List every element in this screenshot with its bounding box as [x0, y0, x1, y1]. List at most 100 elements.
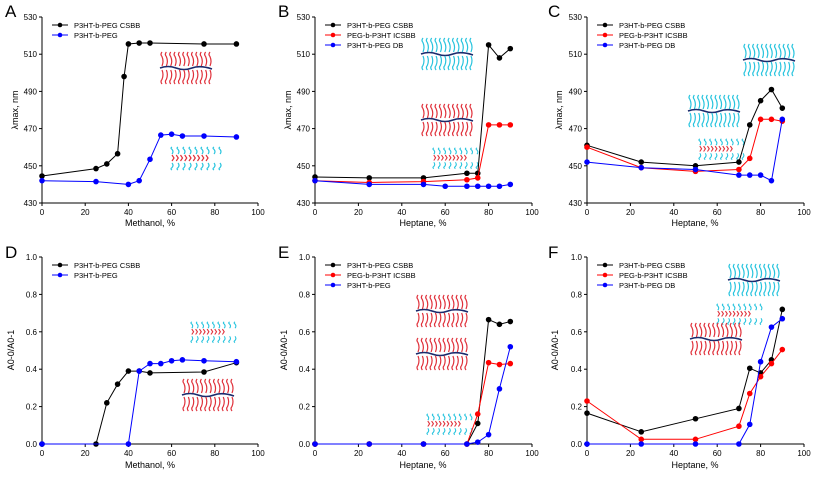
y-tick-label: 470 — [24, 125, 38, 134]
chain-line — [736, 112, 740, 128]
chain-line — [222, 321, 226, 329]
x-axis-label: Heptane, % — [671, 460, 718, 470]
data-point — [736, 172, 742, 178]
chain-line — [443, 103, 447, 119]
chain-line — [447, 427, 451, 436]
chain-line — [752, 61, 756, 77]
chain-line — [195, 321, 199, 329]
data-point — [496, 183, 503, 190]
panel-E: E 0 20 40 60 80 100 0.0 0.2 0.4 0.6 0.8 1.0 Heptane, … — [278, 243, 539, 470]
chain-line — [200, 146, 204, 155]
data-point — [779, 315, 786, 322]
chain-line — [438, 337, 442, 353]
chain-line — [175, 154, 179, 162]
data-point — [125, 441, 132, 447]
chain-line — [747, 310, 751, 317]
backbone-line — [181, 392, 235, 398]
chain-line — [736, 152, 740, 161]
chain-line — [443, 161, 447, 170]
chain-line — [451, 294, 455, 310]
panel-C: C 0 20 40 60 80 100 430 450 470 490 510 530 Heptane, … — [548, 2, 811, 228]
legend-entry: P3HT-b-PEG — [52, 271, 118, 280]
chain-line — [425, 37, 429, 53]
chain-line — [772, 281, 776, 297]
chain-line — [697, 94, 701, 110]
chain-line — [455, 294, 459, 310]
series-2 — [584, 346, 786, 443]
chain-line — [754, 263, 758, 279]
chain-line — [438, 420, 442, 427]
chain-line — [182, 51, 186, 67]
chain-line — [714, 138, 718, 146]
chain-line — [475, 161, 479, 170]
x-tick-label: 100 — [797, 449, 811, 458]
chain-line — [425, 294, 429, 310]
data-point — [147, 40, 153, 46]
data-point — [692, 441, 699, 447]
chain-line — [195, 335, 199, 344]
series-3 — [584, 315, 786, 447]
chain-line — [201, 335, 205, 344]
backbone-line — [415, 351, 469, 357]
data-point — [496, 55, 503, 61]
micelle-cartoon-brushC — [727, 263, 781, 297]
chain-line — [710, 145, 714, 152]
legend-label: P3HT-b-PEG DB — [347, 41, 403, 50]
data-point — [125, 368, 132, 374]
chain-line — [169, 69, 173, 85]
data-point — [168, 131, 175, 137]
chain-line — [743, 317, 747, 326]
chain-line — [451, 55, 456, 71]
data-point — [736, 405, 742, 412]
chain-line — [233, 335, 237, 344]
chain-line — [170, 162, 174, 171]
chain-line — [217, 321, 221, 329]
legend-entry: PEG-b-P3HT ICSBB — [325, 31, 416, 40]
data-point — [757, 373, 764, 380]
chain-line — [182, 146, 186, 155]
x-axis-label: Heptane, % — [671, 218, 718, 228]
series-2 — [312, 122, 514, 186]
x-tick-label: 60 — [713, 208, 722, 217]
chain-line — [448, 147, 452, 155]
chain-line — [767, 281, 771, 297]
y-tick-label: 510 — [569, 50, 583, 59]
data-point — [779, 306, 786, 313]
x-axis-label: Methanol, % — [125, 460, 175, 470]
y-tick-label: 0.2 — [571, 403, 583, 412]
chain-line — [759, 317, 763, 326]
chain-line — [740, 310, 744, 317]
series-1 — [584, 306, 786, 435]
chain-line — [438, 121, 443, 137]
data-point — [768, 360, 775, 367]
chain-line — [416, 355, 420, 371]
data-point — [746, 421, 753, 428]
chain-line — [763, 281, 767, 297]
chain-line — [421, 103, 425, 119]
chain-line — [690, 322, 694, 338]
legend-label: P3HT-b-PEG CSBB — [347, 21, 413, 30]
chain-line — [188, 154, 192, 162]
chain-line — [434, 55, 438, 71]
chain-line — [758, 263, 763, 279]
chain-line — [692, 94, 696, 110]
chain-line — [204, 396, 208, 412]
chain-line — [202, 328, 206, 335]
y-tick-label: 510 — [297, 50, 311, 59]
chain-line — [171, 154, 175, 162]
chain-line — [416, 312, 420, 328]
legend-marker — [602, 272, 608, 278]
data-point — [692, 436, 699, 443]
legend-label: P3HT-b-PEG — [74, 271, 118, 280]
chain-line — [425, 355, 429, 371]
legend-entry: P3HT-b-PEG CSBB — [52, 21, 140, 30]
chain-line — [173, 69, 177, 85]
y-tick-label: 0.4 — [571, 365, 583, 374]
chain-line — [719, 138, 723, 146]
data-point — [39, 173, 45, 179]
data-point — [507, 343, 514, 350]
chain-line — [765, 61, 769, 77]
data-point — [147, 156, 153, 163]
chain-line — [442, 355, 446, 371]
data-point — [464, 183, 470, 190]
